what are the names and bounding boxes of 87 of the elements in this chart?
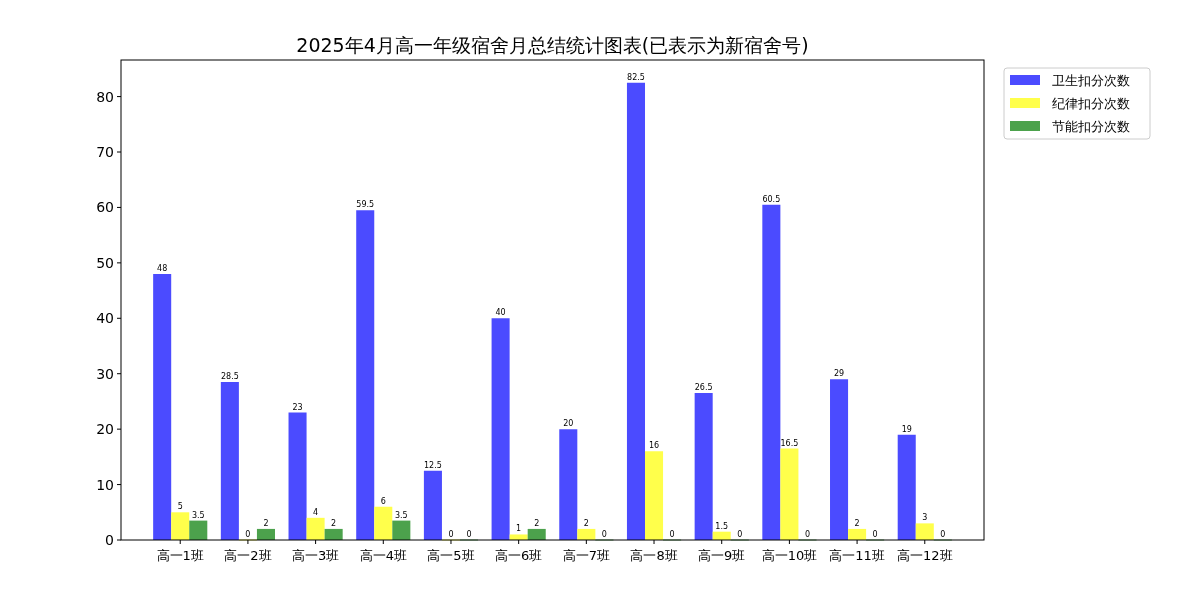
bar (491, 318, 510, 540)
bar (762, 204, 781, 540)
data-label: 6 (380, 496, 386, 506)
data-label: 2 (854, 518, 860, 528)
data-label: 40 (495, 308, 506, 318)
bar (848, 528, 867, 540)
y-tick-label: 10 (96, 476, 114, 493)
x-tick-label: 高一10班 (761, 548, 818, 563)
data-label: 0 (940, 530, 946, 539)
bar (171, 512, 190, 540)
bar (374, 506, 393, 540)
x-tick-label: 高一7班 (562, 548, 610, 563)
bar (830, 379, 849, 540)
data-label: 4 (313, 507, 319, 517)
data-label: 0 (466, 530, 472, 539)
x-tick-label: 高一4班 (359, 548, 407, 563)
bar (220, 382, 239, 540)
y-tick-label: 40 (96, 310, 114, 327)
bar (288, 412, 307, 540)
data-label: 0 (601, 530, 607, 539)
chart-title: 2025年4月高一年级宿舍月总结统计图表(已表示为新宿舍号) (296, 34, 809, 56)
bar (356, 210, 375, 540)
data-label: 5 (177, 502, 183, 512)
data-label: 2 (534, 518, 540, 528)
data-label: 26.5 (694, 383, 713, 393)
data-label: 0 (448, 530, 454, 539)
bar (626, 82, 645, 540)
x-tick-label: 高一8班 (630, 548, 678, 563)
data-label: 60.5 (762, 194, 781, 204)
bar (694, 393, 713, 540)
bar (189, 520, 208, 540)
legend-label: 节能扣分次数 (1052, 119, 1130, 134)
bar (897, 434, 916, 540)
data-label: 16 (648, 441, 660, 451)
bar (423, 470, 442, 540)
data-label: 16.5 (780, 438, 799, 448)
data-label: 20 (563, 419, 574, 429)
data-label: 1.5 (715, 521, 729, 531)
bar (306, 517, 325, 540)
data-label: 59.5 (356, 200, 375, 210)
data-label: 12.5 (424, 460, 442, 470)
data-label: 1 (516, 524, 522, 534)
data-label: 3.5 (394, 510, 408, 520)
x-tick-label: 高一6班 (495, 548, 543, 563)
y-tick-label: 70 (96, 144, 114, 161)
bar (527, 528, 546, 540)
data-label: 48 (157, 263, 168, 273)
x-tick-label: 高一9班 (698, 548, 746, 563)
y-tick-label: 30 (96, 365, 114, 382)
x-tick-label: 高一2班 (224, 548, 272, 563)
bar (153, 273, 172, 540)
bar (577, 528, 596, 540)
bar (256, 528, 275, 540)
data-label: 3.5 (191, 510, 205, 520)
data-label: 29 (833, 369, 845, 379)
bar (780, 448, 799, 540)
x-tick-label: 高一12班 (897, 548, 953, 563)
x-tick-label: 高一5班 (427, 548, 475, 563)
y-tick-label: 60 (96, 199, 114, 216)
bar (645, 451, 664, 540)
y-tick-label: 20 (96, 421, 114, 438)
data-label: 23 (292, 402, 303, 412)
bar (392, 520, 411, 540)
bar (915, 523, 934, 540)
data-label: 0 (872, 530, 878, 539)
data-label: 2 (263, 518, 269, 528)
bar (509, 534, 528, 540)
y-tick-label: 80 (96, 88, 114, 105)
data-label: 0 (737, 530, 743, 539)
bar (559, 429, 578, 540)
data-label: 19 (901, 424, 912, 434)
legend-label: 卫生扣分次数 (1052, 73, 1130, 88)
data-label: 2 (583, 518, 589, 528)
data-label: 82.5 (627, 72, 645, 82)
data-label: 0 (669, 530, 675, 539)
x-tick-label: 高一11班 (829, 548, 885, 563)
bar (324, 528, 343, 540)
data-label: 0 (245, 530, 251, 539)
x-tick-label: 高一3班 (291, 548, 340, 563)
data-label: 3 (922, 513, 928, 523)
data-label: 0 (804, 530, 810, 539)
y-tick-label: 50 (96, 254, 114, 271)
x-tick-label: 高一1班 (156, 548, 204, 563)
data-label: 2 (331, 518, 337, 528)
data-label: 28.5 (220, 372, 239, 382)
legend-label: 纪律扣分次数 (1052, 96, 1130, 111)
y-tick-label: 0 (105, 532, 114, 548)
